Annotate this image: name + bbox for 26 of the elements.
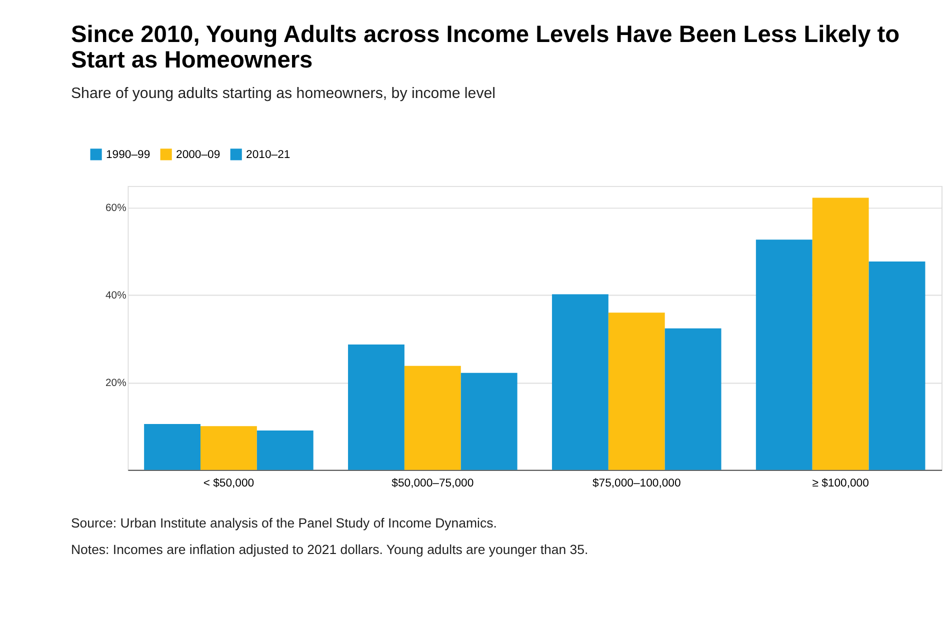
bar xyxy=(756,240,812,470)
bar xyxy=(460,372,518,470)
x-tick-label: $75,000–100,000 xyxy=(592,477,681,490)
bar xyxy=(404,366,461,470)
bar xyxy=(348,344,404,470)
bar xyxy=(608,312,665,470)
legend-label: 1990–99 xyxy=(106,149,150,162)
text: Notes: Incomes are inflation adjusted to 2021 dollars. Young adults are younger than 35. xyxy=(70,542,588,558)
bar xyxy=(256,430,314,470)
legend-label: 2010–21 xyxy=(246,149,290,162)
bar xyxy=(868,262,926,470)
x-tick-label: < $50,000 xyxy=(203,477,254,490)
x-tick-label: $50,000–75,000 xyxy=(392,477,474,490)
bar xyxy=(552,294,608,470)
x-tick-label: ≥ $100,000 xyxy=(812,477,869,490)
bar xyxy=(200,426,257,470)
source-note: Source: Urban Institute analysis of the Panel Study of Income Dynamics. xyxy=(70,516,497,531)
y-tick-label: 40% xyxy=(106,290,126,302)
y-tick-label: 20% xyxy=(106,378,126,389)
bar xyxy=(664,328,722,470)
bar xyxy=(812,198,869,470)
chart-subtitle: Share of young adults starting as homeowners, by income level xyxy=(70,84,496,102)
chart-title: Since 2010, Young Adults across Income Levels Have Been Less Likely to Start as Homeowners xyxy=(70,22,900,74)
bar xyxy=(144,424,200,470)
legend-label: 2000–09 xyxy=(176,149,220,162)
y-tick-label: 60% xyxy=(106,203,126,214)
